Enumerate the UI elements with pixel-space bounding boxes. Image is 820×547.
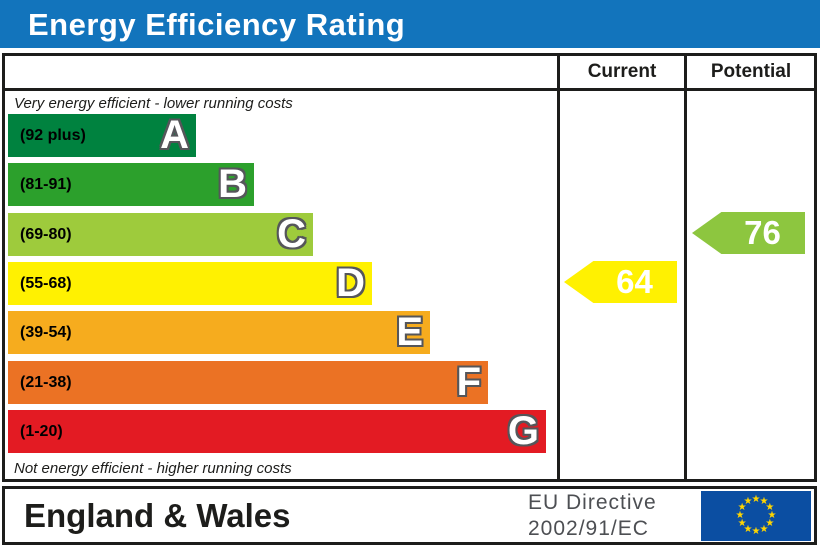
eu-directive-line1: EU Directive — [528, 491, 657, 514]
band-e: (39-54) E — [8, 311, 430, 354]
eu-star-icon: ★ — [735, 510, 745, 521]
band-c: (69-80) C — [8, 213, 313, 256]
efficient-note: Very energy efficient - lower running co… — [14, 95, 293, 112]
band-letter: C — [277, 212, 306, 256]
eu-star-icon: ★ — [759, 523, 769, 535]
band-range-label: (69-80) — [20, 226, 72, 243]
band-letter: D — [336, 261, 365, 305]
page-title: Energy Efficiency Rating — [28, 7, 406, 42]
eu-star-icon: ★ — [751, 494, 761, 505]
potential-value: 76 — [744, 214, 781, 251]
footer-bar — [2, 486, 817, 545]
inefficient-note: Not energy efficient - higher running co… — [14, 460, 292, 477]
eu-star-icon: ★ — [759, 496, 769, 508]
band-letter: E — [396, 310, 423, 354]
band-g: (1-20) G — [8, 410, 546, 453]
band-letter: F — [456, 360, 481, 404]
region-label: England & Wales — [24, 497, 291, 534]
eu-star-icon: ★ — [743, 523, 753, 535]
column-divider-potential — [684, 56, 687, 479]
band-range-label: (92 plus) — [20, 127, 86, 144]
band-range-label: (55-68) — [20, 275, 72, 292]
band-a: (92 plus) A — [8, 114, 196, 157]
band-letter: G — [507, 409, 539, 453]
column-header-potential: Potential — [710, 61, 792, 82]
eu-directive-label: EU Directive 2002/91/EC — [528, 490, 657, 542]
band-range-label: (81-91) — [20, 176, 72, 193]
header-row-divider — [5, 88, 814, 91]
eu-flag-icon: ★ ★ ★ ★ ★ ★ ★ ★ ★ ★ ★ ★ — [701, 491, 811, 541]
band-letter: B — [218, 162, 247, 206]
band-b: (81-91) B — [8, 163, 254, 206]
band-range-label: (1-20) — [20, 423, 63, 440]
eu-star-icon: ★ — [767, 510, 777, 521]
eu-star-icon: ★ — [765, 502, 775, 513]
band-letter: A — [160, 113, 189, 157]
eu-directive-line2: 2002/91/EC — [528, 517, 649, 540]
band-range-label: (21-38) — [20, 374, 72, 391]
band-range-label: (39-54) — [20, 324, 72, 341]
column-header-current: Current — [587, 61, 657, 82]
band-d: (55-68) D — [8, 262, 372, 305]
band-f: (21-38) F — [8, 361, 488, 404]
current-value: 64 — [616, 263, 653, 300]
eu-star-icon: ★ — [737, 518, 747, 529]
eu-star-icon: ★ — [765, 518, 775, 529]
eu-star-icon: ★ — [737, 502, 747, 513]
column-divider-current — [557, 56, 560, 479]
eu-star-icon: ★ — [751, 526, 761, 537]
eu-star-icon: ★ — [743, 496, 753, 508]
header-bar: Energy Efficiency Rating — [0, 0, 820, 48]
